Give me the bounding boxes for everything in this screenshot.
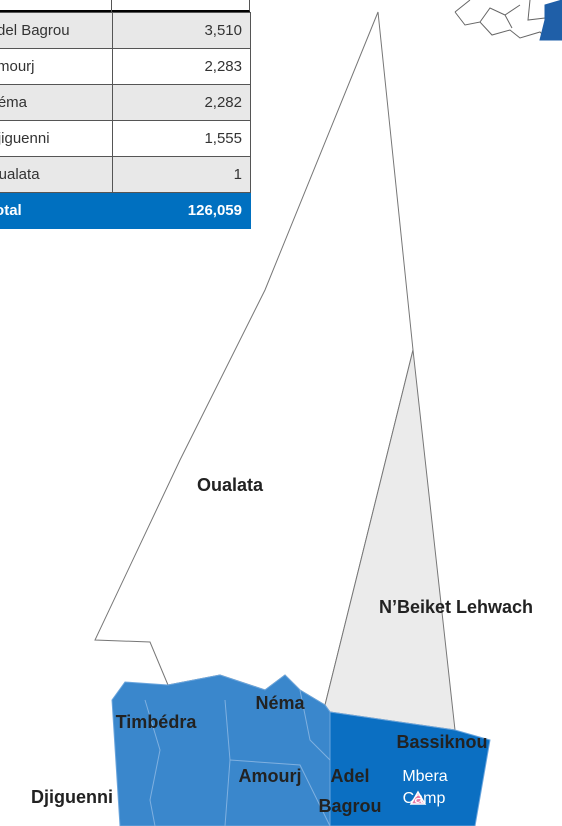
bassiknou-region <box>329 711 491 826</box>
table-cell: Néma <box>0 84 113 121</box>
camp-marker <box>409 790 427 805</box>
table-cell: 126,059 <box>112 192 251 229</box>
table-cell: 3,510 <box>112 12 251 49</box>
table-cell: 2,283 <box>112 48 251 85</box>
table-row: Total126,059 <box>0 192 251 229</box>
map-label: Djiguenni <box>31 787 113 807</box>
table-cell: 1 <box>112 156 251 193</box>
table-row: Djiguenni1,555 <box>0 120 251 157</box>
map-label: Timbédra <box>116 712 198 732</box>
table-row: Amourj2,283 <box>0 48 251 85</box>
map-label: Néma <box>255 693 305 713</box>
table-cell: Oualata <box>0 156 113 193</box>
table-row: Oualata1 <box>0 156 251 193</box>
map-label: Amourj <box>239 766 302 786</box>
camp-label: Camp <box>403 790 446 807</box>
map-label: Bassiknou <box>396 732 487 752</box>
map-label: Bagrou <box>319 796 382 816</box>
camp-label: Mbera <box>402 768 447 785</box>
map-label: Adel <box>330 766 369 786</box>
map-label: Oualata <box>197 475 264 495</box>
table: Adel Bagrou3,510Amourj2,283Néma2,282Djig… <box>0 12 251 229</box>
table-row: Néma2,282 <box>0 84 251 121</box>
table-cell: Total <box>0 192 113 229</box>
table-cell: 2,282 <box>112 84 251 121</box>
inset-map <box>454 0 562 41</box>
table-cell: Djiguenni <box>0 120 113 157</box>
table-cell: 1,555 <box>112 120 251 157</box>
map-label: N’Beiket Lehwach <box>379 597 533 617</box>
table-cell: Adel Bagrou <box>0 12 113 49</box>
table-header-edge <box>0 0 250 12</box>
table-cell: Amourj <box>0 48 113 85</box>
district-borders <box>144 689 331 826</box>
